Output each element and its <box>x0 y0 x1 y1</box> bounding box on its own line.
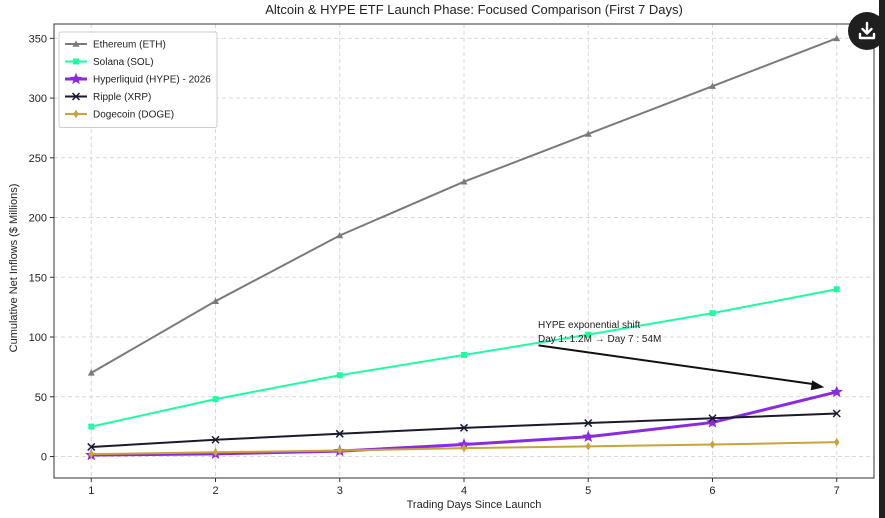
y-axis-label: Cumulative Net Inflows ($ Millions) <box>8 184 20 353</box>
chart-title: Altcoin & HYPE ETF Launch Phase: Focused… <box>265 2 683 17</box>
y-tick-label: 150 <box>29 272 47 284</box>
x-tick-label: 4 <box>461 485 467 497</box>
y-tick-label: 200 <box>29 213 47 225</box>
series-solana-sol <box>88 286 840 430</box>
data-point <box>87 369 95 376</box>
download-button[interactable] <box>848 12 885 50</box>
y-tick-label: 50 <box>35 392 47 404</box>
y-tick-label: 350 <box>29 33 47 45</box>
series-ethereum-eth <box>87 34 841 376</box>
data-point <box>461 351 467 358</box>
y-tick-label: 100 <box>29 332 47 344</box>
legend-label: Ripple (XRP) <box>93 92 151 103</box>
data-point <box>833 437 840 447</box>
annotation: HYPE exponential shift Day 1: 1.2M → Day… <box>538 320 825 391</box>
data-point <box>833 286 840 293</box>
data-point <box>832 409 841 418</box>
data-point <box>584 419 593 428</box>
data-point <box>336 446 343 455</box>
annotation-line-2: Day 1: 1.2M → Day 7 : 54M <box>538 334 661 345</box>
data-point <box>584 130 592 137</box>
data-point <box>212 396 219 403</box>
data-point <box>585 442 592 451</box>
x-tick-label: 7 <box>834 485 840 497</box>
data-point <box>461 443 467 453</box>
series-group <box>85 34 843 461</box>
data-point <box>585 331 592 338</box>
legend-label: Dogecoin (DOGE) <box>93 110 174 121</box>
data-point <box>336 372 343 379</box>
x-tick-label: 6 <box>709 485 715 497</box>
data-point <box>88 423 95 430</box>
legend-label: Ethereum (ETH) <box>93 40 166 51</box>
legend-swatch-marker <box>73 109 79 119</box>
data-point <box>335 429 344 438</box>
data-point <box>833 34 841 42</box>
x-tick-label: 5 <box>585 485 591 497</box>
data-point <box>830 385 843 398</box>
legend-swatch-marker <box>73 58 79 65</box>
series-ripple-xrp <box>87 409 841 451</box>
window-edge <box>879 0 885 518</box>
data-point <box>212 448 219 457</box>
annotation-arrow-shaft <box>538 344 815 386</box>
x-tick-label: 3 <box>337 485 343 497</box>
x-axis-label: Trading Days Since Launch <box>407 499 542 511</box>
annotation-arrow-head <box>810 380 825 391</box>
data-point <box>459 423 469 432</box>
x-tick-label: 2 <box>212 485 218 497</box>
data-point <box>582 430 595 442</box>
legend-label: Solana (SOL) <box>93 57 154 68</box>
y-tick-label: 0 <box>41 451 47 463</box>
data-point <box>709 310 716 317</box>
x-axis-ticks: 1 2 3 4 5 6 7 <box>88 478 840 497</box>
legend: Ethereum (ETH) Solana (SOL) Hyperliquid (H… <box>58 31 218 128</box>
series-dogecoin-doge <box>88 437 840 459</box>
legend-swatch-marker <box>71 92 81 101</box>
data-point <box>706 416 719 428</box>
y-axis-ticks: 0 50 100 150 200 250 300 350 <box>29 33 54 463</box>
data-point <box>708 414 717 423</box>
download-icon <box>858 21 876 40</box>
legend-swatch-marker <box>72 40 80 47</box>
data-point <box>336 231 344 239</box>
data-point <box>211 435 220 444</box>
series-line <box>91 288 837 428</box>
data-point <box>212 297 220 304</box>
data-point <box>460 178 468 185</box>
legend-label: Hyperliquid (HYPE) - 2026 <box>93 75 211 86</box>
data-point <box>709 440 716 449</box>
legend-swatch-marker <box>69 72 83 85</box>
y-tick-label: 250 <box>29 153 47 165</box>
data-point <box>88 449 95 459</box>
data-point <box>87 442 96 451</box>
x-tick-label: 1 <box>88 485 94 497</box>
data-point <box>708 82 716 89</box>
annotation-line-1: HYPE exponential shift <box>538 320 641 331</box>
legend-box <box>58 31 218 128</box>
y-tick-label: 300 <box>29 93 47 105</box>
